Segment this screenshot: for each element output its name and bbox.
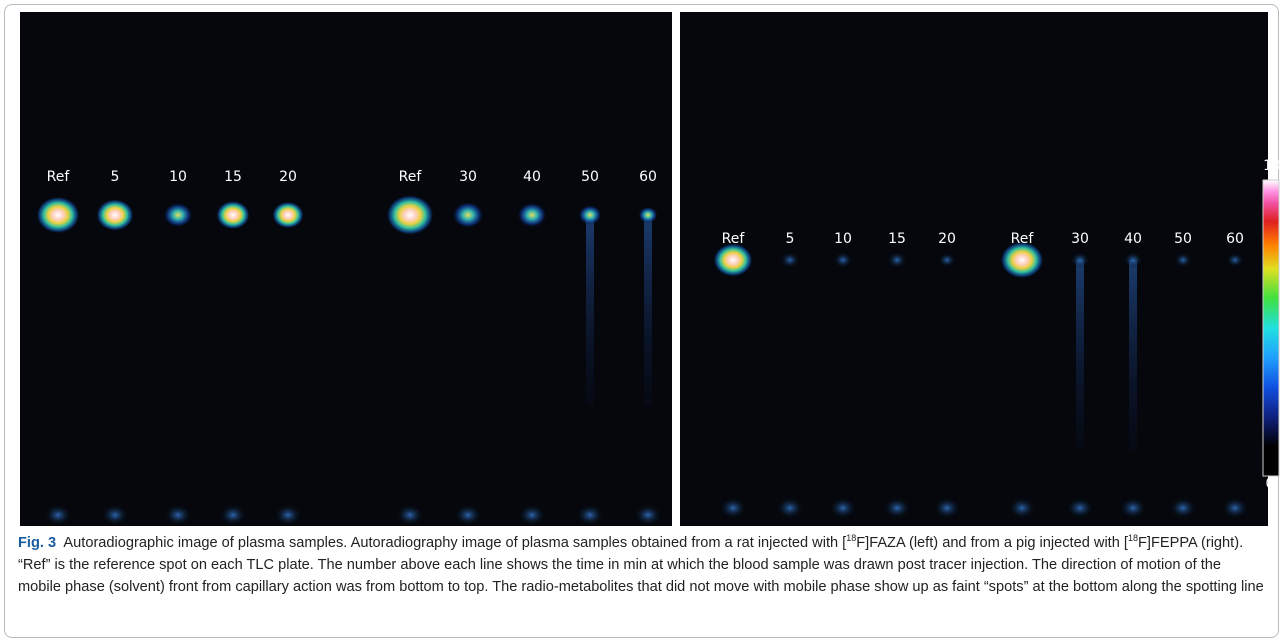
lane-label: 10 <box>834 231 852 247</box>
origin-spot <box>776 497 804 519</box>
lane-label: 5 <box>111 169 120 185</box>
lane-label: Ref <box>47 169 71 185</box>
origin-spot <box>454 504 482 526</box>
origin-spot <box>1169 497 1197 519</box>
radioactive-spot <box>386 195 434 236</box>
lane-label: 20 <box>279 169 297 185</box>
radioactive-spot <box>1070 252 1090 269</box>
lane-label: Ref <box>399 169 423 185</box>
caption-text: F]FAZA (left) and from a pig injected wi… <box>856 535 1128 551</box>
lane-label: 20 <box>938 231 956 247</box>
origin-spot <box>634 504 662 526</box>
lane-label: 40 <box>1124 231 1142 247</box>
radioactive-spot <box>272 201 304 228</box>
radioactive-spot <box>638 207 658 224</box>
origin-spot <box>1119 497 1147 519</box>
origin-spot <box>274 504 302 526</box>
lane-label: 30 <box>1071 231 1089 247</box>
origin-spot <box>883 497 911 519</box>
left-plate <box>20 12 672 526</box>
radioactive-spot <box>833 252 853 269</box>
origin-spot <box>576 504 604 526</box>
radioactive-spot <box>713 243 753 277</box>
origin-spot <box>1221 497 1249 519</box>
origin-spot <box>219 504 247 526</box>
origin-spot <box>44 504 72 526</box>
origin-spot <box>164 504 192 526</box>
origin-spot <box>933 497 961 519</box>
origin-spot <box>518 504 546 526</box>
radioactive-spot <box>163 202 193 228</box>
lane-label: Ref <box>722 231 746 247</box>
smear <box>586 215 594 405</box>
right-plate <box>680 12 1268 526</box>
radioactive-spot <box>938 252 956 267</box>
radioactive-spot <box>517 202 547 228</box>
radioactive-spot <box>216 201 250 230</box>
lane-label: 40 <box>523 169 541 185</box>
radioactive-spot <box>452 201 484 228</box>
colorbar-max: 10 <box>1263 158 1281 174</box>
origin-spot <box>1008 497 1036 519</box>
caption-text: Autoradiography image of plasma samples … <box>351 535 847 551</box>
radioactive-spot <box>887 252 907 269</box>
radioactive-spot <box>1174 252 1192 267</box>
page: Ref 5 10 15 20 Ref 30 40 50 60 Ref 5 10 15 20 Ref 30 40 50… <box>0 0 1285 643</box>
caption: Fig. 3 Autoradiographic image of plasma … <box>18 532 1268 598</box>
figure-image: Ref 5 10 15 20 Ref 30 40 50 60 Ref 5 10 15 20 Ref 30 40 50… <box>0 0 1285 530</box>
origin-spot <box>1066 497 1094 519</box>
smear <box>1129 260 1137 450</box>
lane-label: 30 <box>459 169 477 185</box>
lane-label: Ref <box>1011 231 1035 247</box>
radioactive-spot <box>1226 252 1244 267</box>
radioactive-spot <box>578 205 602 225</box>
smear <box>1076 260 1084 450</box>
smear <box>644 215 652 405</box>
lane-label: 50 <box>581 169 599 185</box>
lane-label: 15 <box>224 169 242 185</box>
origin-spot <box>719 497 747 519</box>
radioactive-spot <box>1123 252 1143 269</box>
colorbar <box>1263 180 1279 476</box>
superscript: 18 <box>846 533 856 543</box>
radioactive-spot <box>780 252 800 269</box>
origin-spot <box>396 504 424 526</box>
radioactive-spot <box>96 199 134 231</box>
caption-label: Fig. 3 <box>18 535 56 551</box>
origin-spot <box>101 504 129 526</box>
colorbar-min: 0 <box>1266 476 1275 492</box>
lane-label: 60 <box>1226 231 1244 247</box>
lane-label: 50 <box>1174 231 1192 247</box>
caption-title: Autoradiographic image of plasma samples… <box>63 535 347 551</box>
superscript: 18 <box>1128 533 1138 543</box>
origin-spot <box>829 497 857 519</box>
lane-label: 60 <box>639 169 657 185</box>
lane-label: 15 <box>888 231 906 247</box>
lane-label: 10 <box>169 169 187 185</box>
radioactive-spot <box>36 196 80 233</box>
lane-label: 5 <box>786 231 795 247</box>
